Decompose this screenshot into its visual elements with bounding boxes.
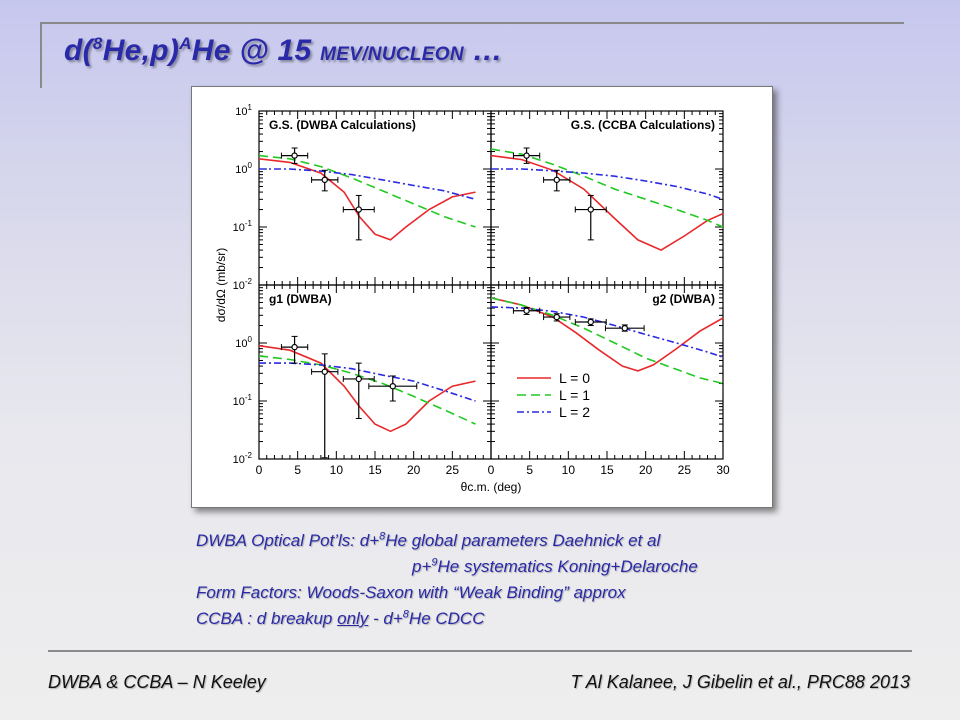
x-axis-label: θc.m. (deg)	[461, 480, 522, 494]
panel-title: g1 (DWBA)	[269, 292, 332, 306]
curve-l0	[258, 158, 476, 241]
data-point	[587, 318, 594, 326]
cross-section-chart: G.S. (DWBA Calculations)10-210-1100101G.…	[214, 103, 730, 494]
figure-panel: G.S. (DWBA Calculations) 10-2 10-1 100 101 G.…	[191, 86, 773, 508]
note-line-form-factors: Form Factors: Woods-Saxon with “Weak Bin…	[196, 583, 626, 602]
data-point	[389, 382, 396, 390]
x-tick-label: 25	[678, 463, 692, 477]
panel-title: G.S. (CCBA Calculations)	[571, 118, 715, 132]
title-part: He @ 15	[191, 34, 321, 67]
curve-l1	[490, 148, 724, 228]
x-tick-label: 0	[256, 463, 263, 477]
y-tick-label: 100	[235, 161, 252, 176]
x-tick-label: 25	[446, 463, 460, 477]
note-text: CCBA : d breakup	[196, 609, 338, 628]
legend-label: L = 1	[559, 387, 590, 403]
footer-rule	[48, 650, 912, 652]
title-small-caps: MEV/NUCLEON	[320, 44, 464, 65]
y-tick-label: 10-2	[233, 277, 253, 292]
title-ellipsis: …	[463, 34, 503, 67]
panel-title: g2 (DWBA)	[652, 292, 715, 306]
curve-l2	[259, 362, 476, 402]
panel-frame	[258, 284, 492, 460]
y-tick-label: 10-1	[233, 219, 253, 234]
notes-block: DWBA Optical Pot’ls: d+8He global parame…	[196, 528, 698, 632]
data-point	[553, 176, 560, 184]
note-text: He CDCC	[408, 609, 485, 628]
note-superscript: 8	[402, 608, 409, 621]
curve-l0	[490, 154, 724, 252]
note-text: - d+	[368, 609, 403, 628]
data-point	[621, 324, 628, 332]
legend-label: L = 2	[559, 404, 590, 420]
title-part: d(	[64, 34, 93, 67]
data-point	[355, 375, 362, 383]
note-line-optical-potentials: DWBA Optical Pot’ls: d+8He global parame…	[196, 528, 698, 554]
data-point	[321, 368, 328, 375]
y-tick-label: 10-2	[233, 451, 253, 466]
x-tick-label: 15	[600, 463, 614, 477]
note-line-proton-potential: p+9He systematics Koning+Delaroche	[196, 554, 698, 580]
data-point	[553, 313, 560, 321]
x-tick-label: 10	[562, 463, 576, 477]
note-underlined-text: only	[337, 609, 369, 628]
data-point	[321, 176, 328, 184]
x-tick-label: 30	[716, 463, 730, 477]
x-tick-label: 0	[488, 463, 495, 477]
note-text: He systematics Koning+Delaroche	[437, 557, 698, 576]
x-tick-label: 5	[294, 463, 301, 477]
slide-title: d(8He,p)AHe @ 15 MEV/NUCLEON …	[64, 34, 503, 68]
title-superscript: 8	[92, 34, 103, 53]
legend-label: L = 0	[559, 370, 590, 386]
y-tick-label: 10-1	[233, 393, 253, 408]
note-superscript: 9	[431, 556, 438, 569]
y-tick-label: 100	[235, 335, 252, 350]
data-point	[523, 152, 530, 159]
curve-l0	[490, 297, 724, 372]
y-tick-label: 101	[235, 103, 252, 118]
data-point	[587, 206, 594, 213]
frame-left-rule	[40, 22, 42, 88]
curve-l0	[258, 344, 476, 433]
x-tick-label: 15	[368, 463, 382, 477]
note-line-ccba: CCBA : d breakup only - d+8He CDCC	[196, 606, 698, 632]
note-superscript: 8	[379, 530, 386, 543]
curve-l2	[490, 306, 724, 358]
data-point	[523, 307, 530, 314]
note-text: p+	[412, 557, 432, 576]
title-part: He,p)	[102, 34, 180, 67]
x-tick-label: 20	[407, 463, 421, 477]
footer-reference: T Al Kalanee, J Gibelin et al., PRC88 20…	[570, 672, 910, 692]
note-text: DWBA Optical Pot’ls: d+	[196, 531, 380, 550]
curve-l2	[259, 168, 476, 201]
x-tick-label: 20	[639, 463, 653, 477]
data-point	[291, 152, 298, 159]
panel-title: G.S. (DWBA Calculations)	[269, 118, 416, 132]
panel-frame	[258, 110, 492, 286]
y-axis-label: dσ/dΩ (mb/sr)	[214, 248, 228, 322]
curve-l2	[491, 168, 724, 201]
data-point	[291, 343, 298, 351]
panel-frame	[490, 110, 724, 286]
title-superscript: A	[179, 34, 192, 53]
note-text: He global parameters Daehnick et al	[385, 531, 661, 550]
frame-top-rule	[40, 22, 904, 24]
data-point	[355, 206, 362, 213]
x-tick-label: 5	[526, 463, 533, 477]
x-tick-label: 10	[330, 463, 344, 477]
footer-credit: DWBA & CCBA – N Keeley	[48, 672, 266, 692]
